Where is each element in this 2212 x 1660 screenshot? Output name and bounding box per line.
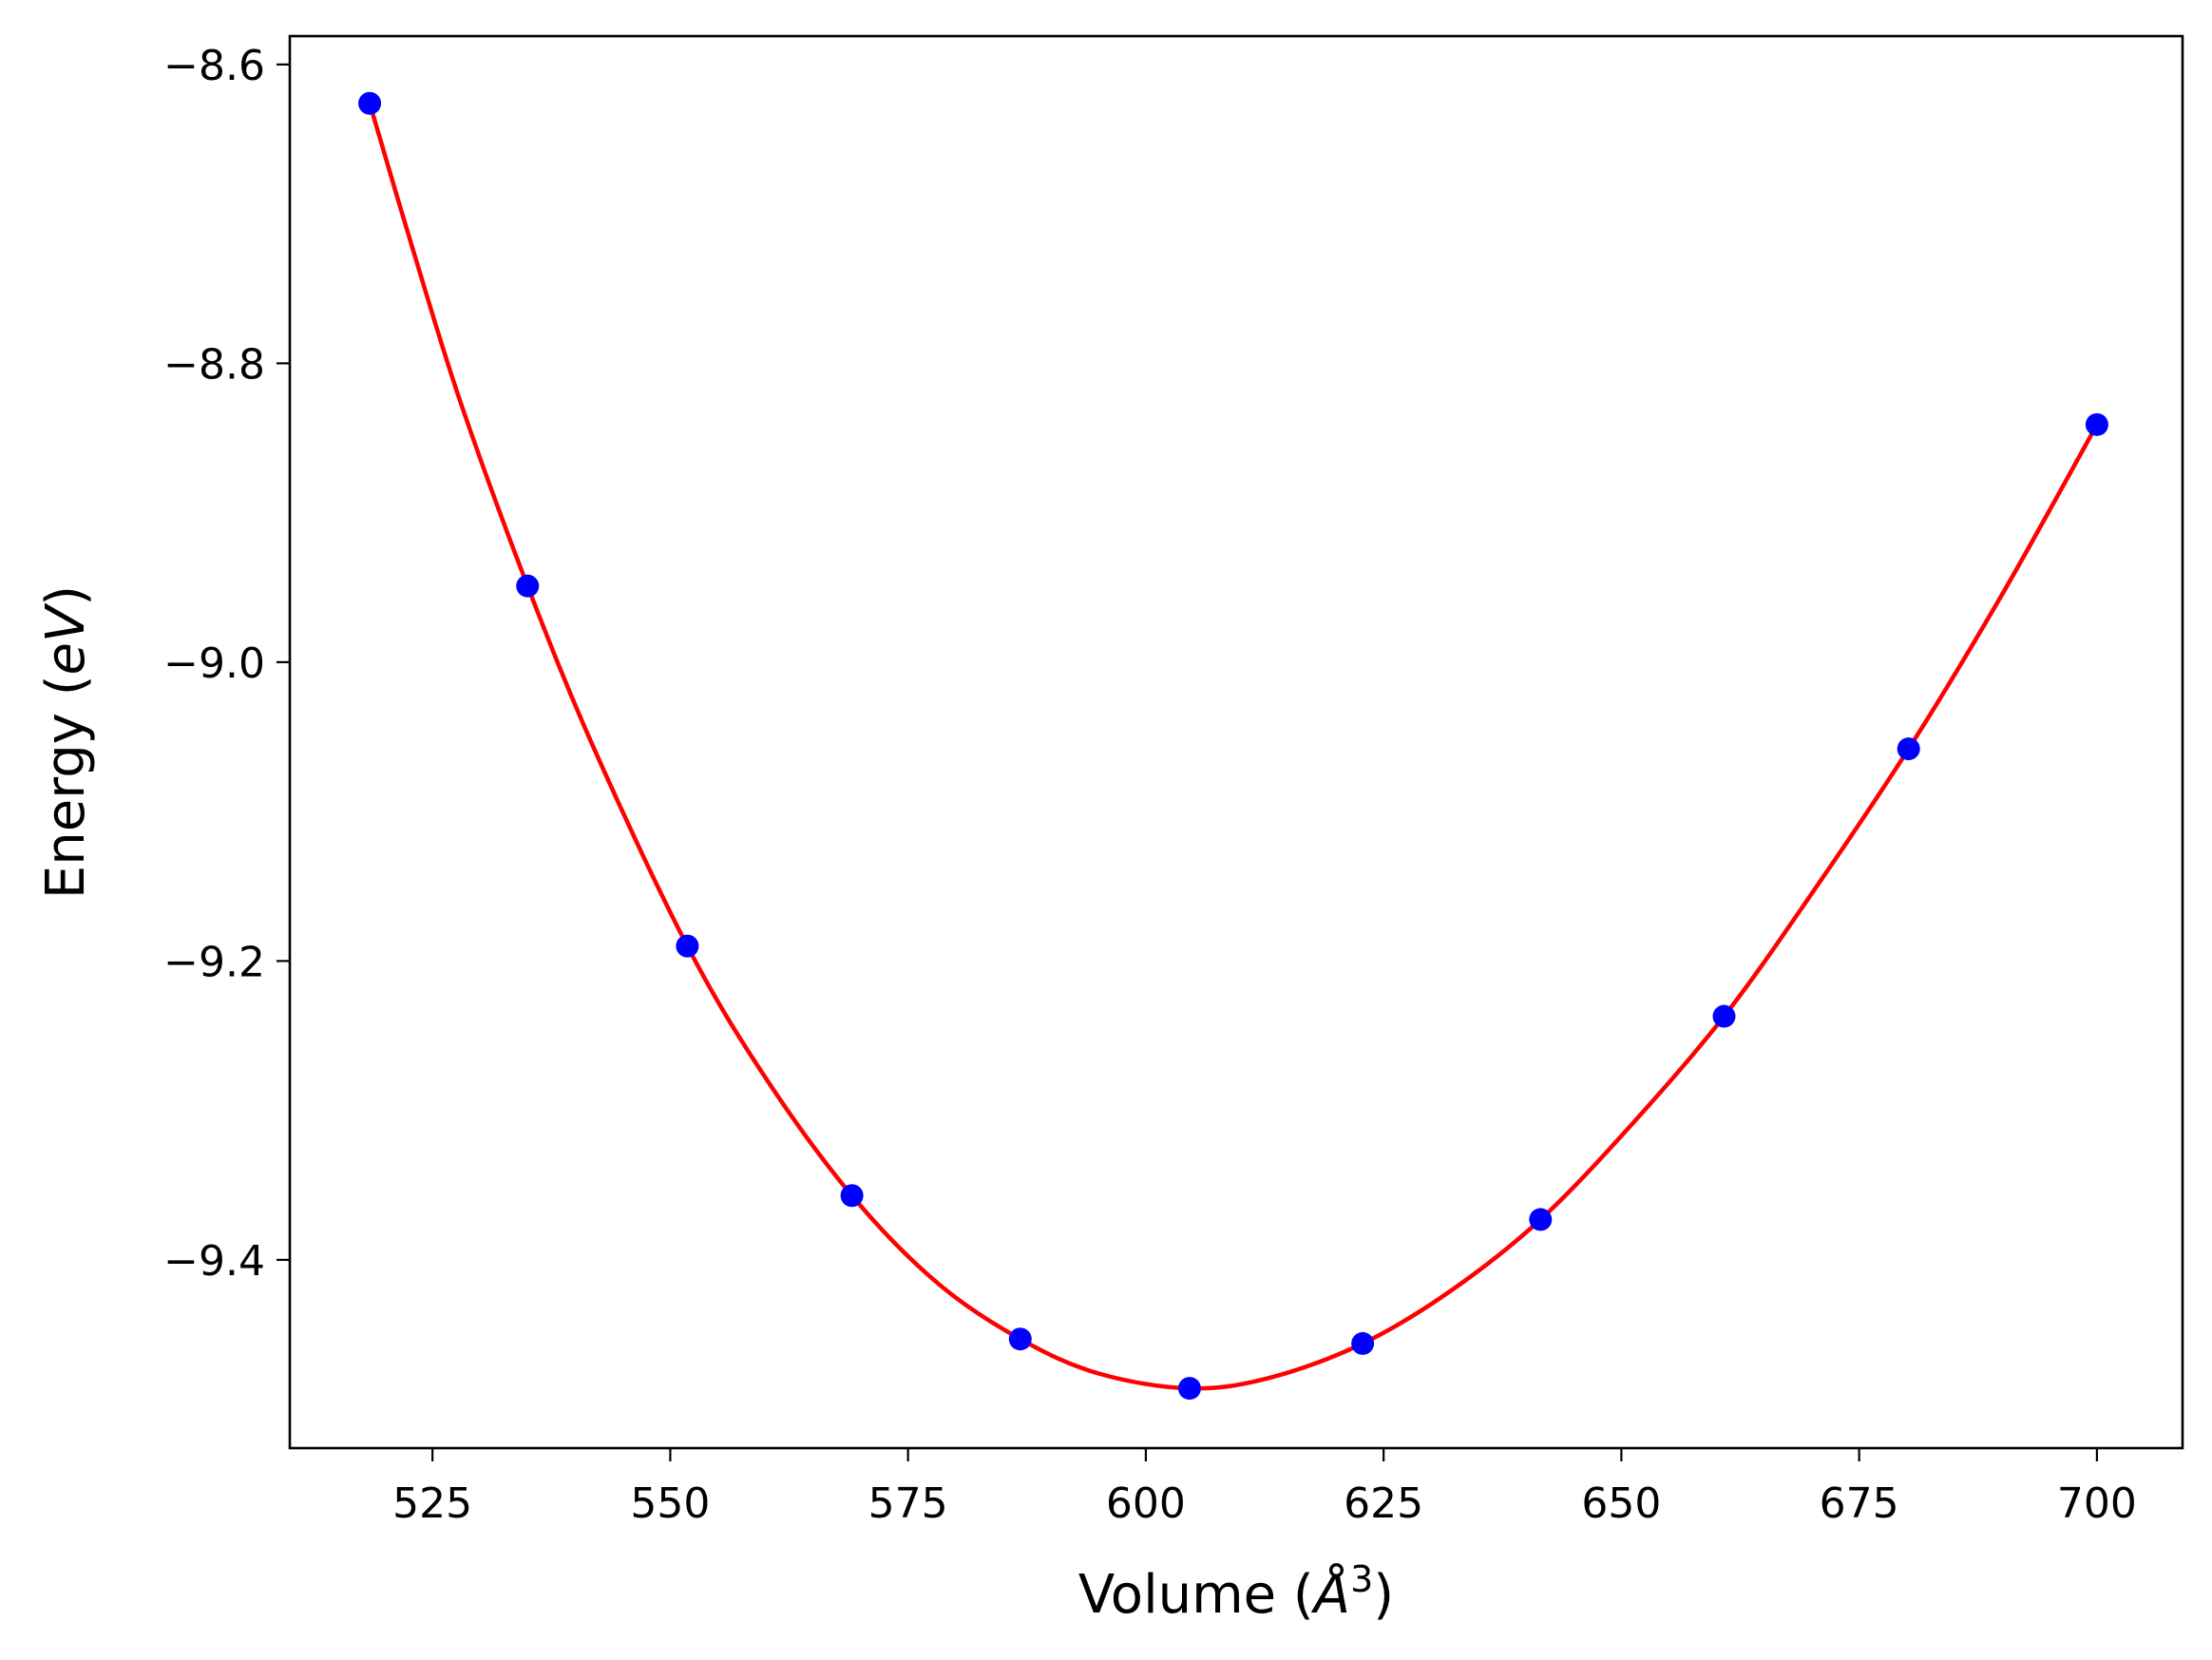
x-axis-label-text: Volume xyxy=(1078,1564,1276,1626)
y-axis-label: Energy (eV) xyxy=(35,585,97,899)
tick-layer: 525 550 575 600 625 650 675 700 −8.6 −8.8 −9.0 −9.2… xyxy=(163,42,2137,1528)
x-tick-label: 575 xyxy=(868,1479,948,1528)
data-point xyxy=(840,1184,864,1208)
data-point xyxy=(2085,412,2108,436)
x-axis-unit: Å xyxy=(1311,1563,1350,1626)
data-point xyxy=(1351,1331,1375,1355)
x-tick-label: 550 xyxy=(630,1479,710,1528)
data-point xyxy=(676,934,699,958)
x-tick-label: 525 xyxy=(392,1479,472,1528)
data-point xyxy=(1008,1327,1032,1351)
plot-frame xyxy=(288,34,2184,1450)
x-axis-label: Volume (Å3) xyxy=(1078,1558,1394,1626)
x-tick-label: 625 xyxy=(1344,1479,1423,1528)
x-tick-label: 700 xyxy=(2057,1479,2137,1528)
y-tick-label: −8.6 xyxy=(163,42,265,90)
data-point xyxy=(1712,1004,1736,1028)
x-tick-label: 650 xyxy=(1581,1479,1661,1528)
data-point xyxy=(1529,1208,1553,1231)
y-axis-label-text: Energy xyxy=(35,713,97,899)
y-tick-label: −9.0 xyxy=(163,639,265,688)
y-axis-unit: eV xyxy=(35,602,97,675)
fit-curve-line xyxy=(367,101,2100,1391)
y-tick-label: −9.2 xyxy=(163,938,265,986)
data-point xyxy=(358,91,382,115)
data-point xyxy=(1897,737,1920,761)
x-tick-label: 675 xyxy=(1820,1479,1899,1528)
x-tick-label: 600 xyxy=(1106,1479,1186,1528)
x-axis-unit-exponent: 3 xyxy=(1350,1558,1373,1600)
y-tick-label: −9.4 xyxy=(163,1237,265,1286)
data-point xyxy=(1177,1377,1201,1401)
plot-layer xyxy=(358,91,2108,1401)
y-tick-label: −8.8 xyxy=(163,340,265,389)
data-point xyxy=(516,574,540,598)
